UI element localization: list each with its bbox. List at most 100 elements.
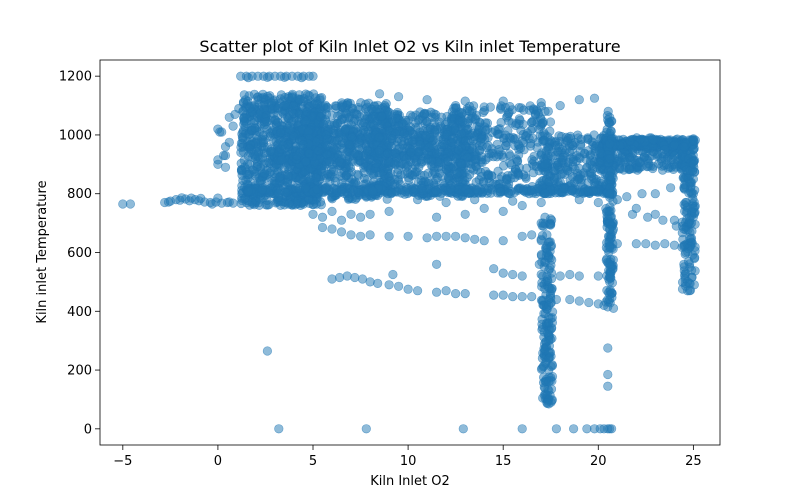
scatter-point: [603, 343, 613, 353]
scatter-point-dense: [444, 173, 454, 183]
scatter-point: [688, 174, 699, 184]
scatter-point-dense: [276, 128, 286, 138]
scatter-point-dense: [302, 107, 312, 117]
scatter-point: [441, 286, 451, 296]
scatter-point: [669, 215, 680, 225]
scatter-point-dense: [458, 116, 468, 127]
scatter-point: [479, 203, 489, 213]
scatter-point-dense: [452, 169, 462, 179]
scatter-point: [574, 296, 584, 306]
scatter-point: [517, 292, 527, 302]
scatter-point: [508, 292, 518, 302]
scatter-point: [125, 199, 135, 209]
scatter-point: [234, 103, 244, 114]
scatter-point: [544, 318, 554, 328]
scatter-point: [361, 424, 371, 434]
y-tick-label: 0: [84, 422, 92, 437]
scatter-point-dense: [240, 95, 251, 105]
scatter-point: [317, 212, 328, 222]
scatter-point: [608, 303, 619, 313]
scatter-point: [350, 272, 360, 283]
scatter-point-dense: [354, 188, 364, 198]
scatter-point-dense: [432, 148, 442, 158]
scatter-point: [641, 239, 651, 249]
scatter-point-dense: [274, 173, 284, 183]
scatter-point-dense: [619, 165, 629, 175]
scatter-point: [422, 95, 432, 105]
scatter-point-dense: [634, 157, 645, 167]
scatter-point: [441, 197, 451, 208]
scatter-point: [679, 224, 689, 234]
scatter-point-dense: [573, 133, 583, 143]
scatter-point-dense: [285, 125, 295, 135]
scatter-point-dense: [572, 175, 583, 185]
scatter-point: [605, 259, 615, 269]
scatter-point: [422, 233, 432, 243]
scatter-point-dense: [625, 136, 635, 146]
scatter-point-dense: [321, 130, 331, 140]
scatter-point: [308, 209, 318, 219]
scatter-point: [688, 159, 699, 169]
scatter-point-dense: [659, 160, 669, 170]
scatter-point: [681, 268, 691, 278]
scatter-point: [686, 218, 697, 228]
scatter-point: [458, 424, 468, 434]
scatter-point-dense: [387, 134, 397, 144]
scatter-point-dense: [648, 135, 658, 145]
scatter-point-dense: [239, 117, 249, 127]
scatter-point: [217, 127, 227, 137]
scatter-point-dense: [502, 111, 513, 121]
scatter-point-dense: [518, 186, 529, 196]
scatter-point-dense: [334, 157, 345, 167]
scatter-point-dense: [559, 183, 569, 193]
scatter-point-dense: [506, 160, 516, 170]
scatter-point-dense: [680, 201, 690, 211]
scatter-point: [365, 209, 375, 219]
scatter-point-dense: [476, 137, 486, 147]
scatter-point-dense: [482, 188, 492, 198]
scatter-point: [489, 290, 499, 300]
scatter-point-dense: [406, 147, 416, 157]
scatter-point: [384, 280, 394, 290]
y-tick-label: 1200: [59, 70, 92, 85]
scatter-point: [665, 183, 676, 193]
scatter-point-dense: [562, 166, 573, 176]
scatter-point-dense: [257, 185, 267, 195]
scatter-point: [498, 268, 508, 278]
scatter-point-dense: [354, 138, 365, 148]
scatter-point: [606, 424, 617, 434]
scatter-point-dense: [583, 134, 593, 144]
scatter-point: [365, 277, 375, 287]
scatter-point: [460, 289, 470, 299]
scatter-point: [279, 72, 290, 82]
scatter-point-dense: [316, 200, 326, 210]
scatter-point: [574, 95, 584, 105]
x-tick-label: 20: [590, 454, 607, 469]
scatter-point-dense: [494, 129, 504, 139]
scatter-point: [498, 290, 508, 300]
scatter-point-dense: [537, 118, 547, 128]
scatter-point: [460, 233, 470, 243]
scatter-point: [574, 195, 584, 205]
scatter-point-dense: [552, 146, 563, 156]
scatter-point-dense: [304, 148, 314, 158]
scatter-point-dense: [392, 153, 402, 163]
scatter-point-dense: [294, 94, 304, 104]
scatter-point: [669, 240, 680, 250]
scatter-point-dense: [568, 155, 578, 165]
scatter-point: [637, 189, 647, 199]
scatter-point: [508, 196, 518, 206]
scatter-point: [540, 159, 550, 169]
scatter-point-dense: [236, 198, 246, 209]
scatter-point-dense: [595, 158, 605, 168]
scatter-point: [356, 212, 366, 222]
scatter-point: [196, 193, 206, 203]
scatter-point-dense: [581, 154, 591, 164]
scatter-point: [384, 231, 394, 241]
scatter-point: [346, 230, 356, 240]
scatter-point: [527, 292, 537, 302]
scatter-point: [527, 230, 537, 240]
scatter-point: [228, 121, 238, 131]
scatter-point: [605, 294, 615, 305]
scatter-point-dense: [396, 136, 407, 146]
